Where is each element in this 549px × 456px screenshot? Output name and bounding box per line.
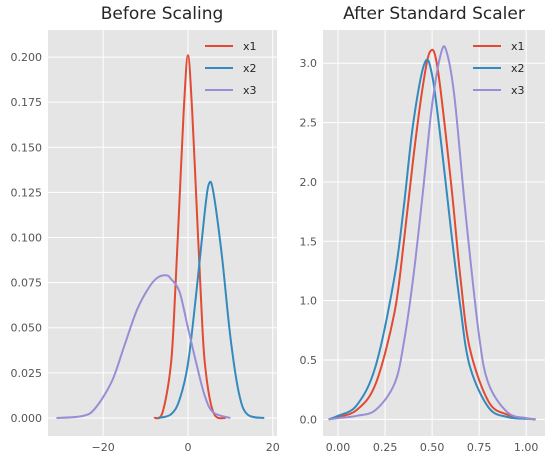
y-tick-label: 3.0 <box>300 57 318 70</box>
y-tick-label: 2.5 <box>300 117 318 130</box>
legend-before: x1 x2 x3 <box>205 40 257 97</box>
y-tick-label: 0.050 <box>11 322 43 335</box>
y-tick-label: 0.000 <box>11 412 43 425</box>
legend-label-x2: x2 <box>243 62 257 75</box>
series-line-x3 <box>328 45 536 421</box>
x-tick-label: 0.50 <box>420 441 445 454</box>
y-tick-label: 1.5 <box>300 235 318 248</box>
x-tick-labels-after: 0.00 0.25 0.50 0.75 1.00 <box>326 441 539 454</box>
grid-after <box>323 30 545 436</box>
series-line-x2 <box>328 58 536 421</box>
y-tick-label: 0.100 <box>11 232 43 245</box>
legend-label-x2: x2 <box>511 62 525 75</box>
legend-label-x3: x3 <box>511 84 525 97</box>
y-tick-label: 0.150 <box>11 141 43 154</box>
y-tick-label: 0.175 <box>11 96 43 109</box>
x-tick-label: 20 <box>266 441 280 454</box>
y-tick-label: 0.200 <box>11 51 43 64</box>
y-tick-label: 0.025 <box>11 367 43 380</box>
y-tick-label: 0.5 <box>300 354 318 367</box>
y-tick-label: 0.075 <box>11 277 43 290</box>
x-tick-labels-before: −20 0 20 <box>92 441 280 454</box>
x-tick-label: 0.00 <box>326 441 351 454</box>
legend-label-x1: x1 <box>511 40 525 53</box>
series-line-x1 <box>153 54 227 420</box>
chart-after-standard-scaler: 0.0 0.5 1.0 1.5 2.0 2.5 3.0 0.00 0.25 0.50 0.75 1.… <box>300 4 545 454</box>
series-line-x1 <box>328 48 536 421</box>
series-line-x3 <box>56 274 231 419</box>
y-tick-labels-before: 0.000 0.025 0.050 0.075 0.100 0.125 0.150 0.175… <box>11 51 43 425</box>
x-tick-label: 0.25 <box>373 441 398 454</box>
series-line-x2 <box>157 180 265 419</box>
chart-before-scaling: 0.000 0.025 0.050 0.075 0.100 0.125 0.150 0.175… <box>11 4 280 454</box>
title-before-scaling: Before Scaling <box>101 4 224 24</box>
x-tick-label: −20 <box>92 441 115 454</box>
y-tick-label: 2.0 <box>300 176 318 189</box>
x-tick-label: 0.75 <box>467 441 492 454</box>
y-tick-labels-after: 0.0 0.5 1.0 1.5 2.0 2.5 3.0 <box>300 57 318 426</box>
y-tick-label: 0.125 <box>11 186 43 199</box>
series-before <box>56 54 265 420</box>
y-tick-label: 0.0 <box>300 413 318 426</box>
x-tick-label: 1.00 <box>514 441 539 454</box>
plot-area-before <box>48 30 277 436</box>
legend-label-x3: x3 <box>243 84 257 97</box>
title-after-standard-scaler: After Standard Scaler <box>343 4 525 24</box>
y-tick-label: 1.0 <box>300 295 318 308</box>
legend-label-x1: x1 <box>243 40 257 53</box>
x-tick-label: 0 <box>184 441 191 454</box>
series-after <box>328 45 536 421</box>
legend-after: x1 x2 x3 <box>473 40 525 97</box>
